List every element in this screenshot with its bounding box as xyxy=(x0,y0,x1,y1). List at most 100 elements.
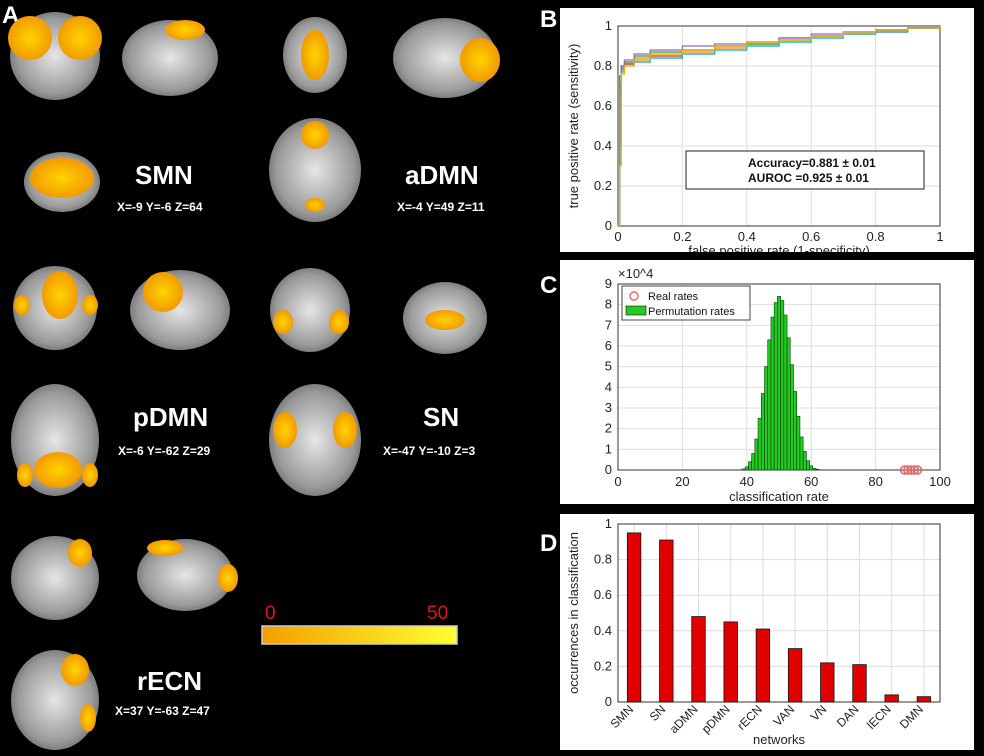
roc-accuracy-annotation: Accuracy=0.881 ± 0.01 xyxy=(748,156,876,170)
roc-x-tick-label: 0 xyxy=(614,229,621,244)
colorbar-max-label: 50 xyxy=(427,603,449,624)
permutation-bar xyxy=(757,418,762,471)
bar-VN xyxy=(820,662,835,703)
bar-DMN xyxy=(916,696,932,703)
hist-y-tick-label: 2 xyxy=(605,421,612,436)
permutation-bar xyxy=(802,451,807,471)
network-coords-smn: X=-9 Y=-6 Z=64 xyxy=(117,200,203,214)
permutation-bar xyxy=(783,314,788,471)
panel-letter-b: B xyxy=(540,6,558,33)
bar-VAN xyxy=(787,648,803,703)
roc-y-tick-label: 0.2 xyxy=(594,178,612,193)
bar-category-label: aDMN xyxy=(667,702,701,736)
permutation-histogram: 0 20 40 60 80 100 0 1 2 3 4 5 6 7 8 9 Real rates Permutat… xyxy=(605,266,951,504)
bar-category-label: VAN xyxy=(770,702,797,729)
roc-x-tick-label: 0.2 xyxy=(673,229,691,244)
bar-y-tick-label: 0.2 xyxy=(594,658,612,673)
network-label-recn: rECN xyxy=(137,666,203,696)
sn-sagittal-slice xyxy=(403,282,487,354)
network-coords-admn: X=-4 Y=49 Z=11 xyxy=(397,200,485,214)
hist-x-tick-label: 40 xyxy=(740,474,754,489)
real-rate-marker xyxy=(912,465,923,475)
permutation-bar xyxy=(773,302,778,471)
hist-y-tick-label: 9 xyxy=(605,276,612,291)
bar-DAN xyxy=(852,664,867,703)
panel-letter-c: C xyxy=(540,272,558,299)
roc-y-tick-label: 0.4 xyxy=(594,138,612,153)
bar-pDMN xyxy=(723,621,738,703)
bar-SN xyxy=(659,539,674,703)
network-label-pdmn: pDMN xyxy=(133,402,209,432)
real-rate-marker xyxy=(902,465,913,475)
recn-coronal-slice xyxy=(11,536,99,620)
bar-category-label: lECN xyxy=(864,702,894,732)
colorbar xyxy=(261,625,458,645)
roc-y-tick-label: 0.6 xyxy=(594,98,612,113)
real-rate-marker xyxy=(909,465,920,475)
permutation-bar xyxy=(744,466,749,471)
roc-y-tick-label: 0.8 xyxy=(594,58,612,73)
bar-y-axis-label: occurrences in classification xyxy=(566,532,581,694)
permutation-bar xyxy=(815,469,820,471)
roc-auroc-annotation: AUROC =0.925 ± 0.01 xyxy=(748,171,869,185)
permutation-bar xyxy=(754,438,759,471)
bar-category-label: VN xyxy=(808,702,830,724)
hist-y-tick-label: 3 xyxy=(605,400,612,415)
pDMN-coronal-slice xyxy=(13,266,98,350)
hist-x-tick-label: 100 xyxy=(929,474,951,489)
hist-y-tick-label: 7 xyxy=(605,317,612,332)
smn-sagittal-slice xyxy=(122,20,218,96)
permutation-bar xyxy=(786,337,791,471)
recn-axial-slice xyxy=(11,650,99,750)
pDMN-axial-slice xyxy=(11,384,99,496)
permutation-histogram-panel: 0 20 40 60 80 100 0 1 2 3 4 5 6 7 8 9 Real rates Permutat… xyxy=(560,260,974,504)
bar-y-tick-label: 0.4 xyxy=(594,623,612,638)
bar-x-axis-label: networks xyxy=(753,732,806,747)
permutation-bar xyxy=(777,296,781,471)
real-rate-marker xyxy=(899,465,910,475)
bar-SMN xyxy=(626,532,642,703)
roc-x-tick-label: 0.4 xyxy=(738,229,756,244)
legend-permutation-label: Permutation rates xyxy=(648,306,735,318)
bar-aDMN xyxy=(691,616,706,703)
roc-y-axis-label: true positive rate (sensitivity) xyxy=(566,44,581,209)
network-label-admn: aDMN xyxy=(405,160,479,190)
permutation-bar xyxy=(799,436,804,471)
permutation-bar xyxy=(806,460,810,471)
real-rate-marker xyxy=(906,465,916,475)
permutation-bar xyxy=(741,468,746,471)
hist-x-tick-label: 60 xyxy=(804,474,818,489)
roc-x-tick-label: 0.6 xyxy=(802,229,820,244)
smn-coronal-slice xyxy=(8,12,102,100)
permutation-bar xyxy=(793,391,798,471)
bar-category-label: DAN xyxy=(834,702,862,730)
permutation-bar xyxy=(751,453,756,471)
bar-y-tick-label: 0.6 xyxy=(594,587,612,602)
network-label-sn: SN xyxy=(423,402,460,432)
hist-y-tick-label: 1 xyxy=(605,441,612,456)
permutation-bar xyxy=(780,300,785,471)
hist-x-tick-label: 0 xyxy=(614,474,621,489)
roc-y-tick-label: 0 xyxy=(605,218,612,233)
roc-curve-3 xyxy=(618,26,941,227)
permutation-bar xyxy=(748,461,752,471)
legend-permutation-swatch xyxy=(625,305,647,316)
bar-category-label: SN xyxy=(647,702,669,724)
bar-axes-frame xyxy=(617,523,941,703)
panel-letter-d: D xyxy=(540,530,558,557)
network-coords-pdmn: X=-6 Y=-62 Z=29 xyxy=(118,444,211,458)
pDMN-sagittal-slice xyxy=(130,270,230,350)
network-coords-sn: X=-47 Y=-10 Z=3 xyxy=(383,444,476,458)
roc-y-tick-label: 1 xyxy=(605,18,612,33)
hist-y-tick-label: 8 xyxy=(605,297,612,312)
hist-y-tick-label: 6 xyxy=(605,338,612,353)
recn-sagittal-slice xyxy=(137,539,238,611)
aDMN-axial-slice xyxy=(269,118,361,222)
permutation-bar xyxy=(809,465,814,471)
hist-x-tick-label: 80 xyxy=(868,474,882,489)
network-label-smn: SMN xyxy=(135,160,193,190)
hist-y-exponent: ×10^4 xyxy=(618,266,653,281)
roc-x-tick-label: 1 xyxy=(936,229,943,244)
permutation-bar xyxy=(789,364,794,471)
